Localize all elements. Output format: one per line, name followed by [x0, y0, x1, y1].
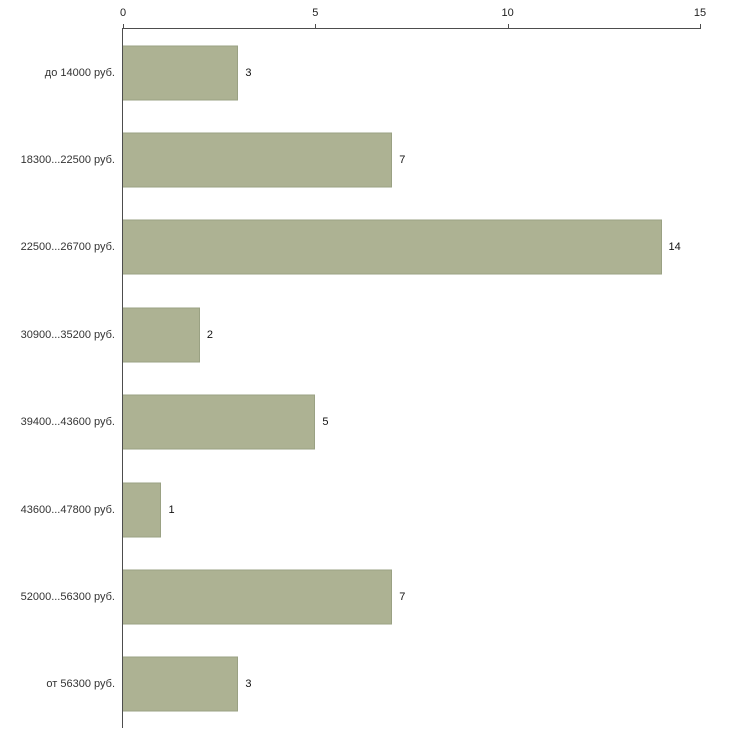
x-tick-mark [507, 24, 509, 29]
x-tick-label: 10 [501, 7, 514, 19]
category-label: 22500...26700 руб. [20, 241, 115, 254]
bar [123, 394, 316, 450]
value-label: 14 [668, 241, 681, 254]
value-label: 2 [206, 328, 214, 341]
bar-rows-container: до 14000 руб. 3 18300...22500 руб. 7 22500..… [21, 29, 700, 728]
bar-row: 30900...35200 руб. 2 [21, 291, 700, 378]
bar [123, 569, 393, 625]
category-label: до 14000 руб. [44, 66, 115, 79]
bar [123, 656, 239, 712]
category-label: 52000...56300 руб. [20, 590, 115, 603]
value-label: 5 [322, 416, 329, 429]
value-label: 7 [399, 154, 406, 167]
x-tick-label: 5 [312, 7, 319, 19]
x-tick-mark [700, 24, 701, 29]
value-label: 3 [245, 678, 252, 691]
bar-row: 22500...26700 руб. 14 [21, 204, 700, 291]
x-tick-mark [123, 24, 124, 29]
x-tick-label: 0 [119, 7, 127, 19]
bar [123, 132, 393, 188]
category-label: от 56300 руб. [46, 678, 115, 691]
bar [123, 219, 662, 275]
bar-row: 43600...47800 руб. 1 [21, 466, 700, 553]
value-label: 7 [399, 590, 406, 603]
bar [123, 307, 200, 363]
value-label: 3 [245, 66, 252, 79]
bar-row: до 14000 руб. 3 [45, 29, 700, 116]
x-tick-mark [315, 24, 317, 29]
bar-row: 18300...22500 руб. 7 [21, 116, 700, 203]
category-label: 39400...43600 руб. [20, 416, 115, 429]
bar-row: 52000...56300 руб. 7 [21, 553, 700, 640]
bar [123, 45, 239, 101]
category-label: 18300...22500 руб. [20, 154, 115, 167]
category-label: 30900...35200 руб. [20, 328, 115, 341]
x-tick-label: 15 [693, 7, 707, 19]
bar-row: 39400...43600 руб. 5 [21, 379, 700, 466]
bar [123, 482, 162, 538]
value-label: 1 [168, 503, 175, 516]
plot-area: 0 5 10 15 до 14000 руб. 3 18300...22500 руб. 7… [21, 7, 706, 728]
category-label: 43600...47800 руб. [20, 503, 115, 516]
bar-row: от 56300 руб. 3 [46, 641, 700, 728]
